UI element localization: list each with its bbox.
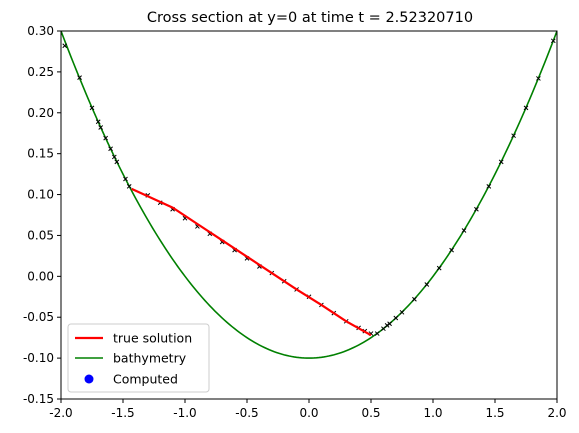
computed-marker — [550, 38, 556, 44]
computed-marker — [111, 154, 117, 160]
computed-marker — [387, 321, 392, 327]
computed-marker — [399, 309, 405, 315]
legend-label-true-solution: true solution — [113, 331, 192, 346]
computed-marker — [498, 159, 504, 165]
computed-marker — [98, 125, 104, 130]
computed-marker — [77, 75, 82, 80]
y-tick-label: -0.15 — [23, 392, 54, 406]
x-tick-label: -1.5 — [111, 406, 134, 420]
computed-marker — [103, 135, 108, 141]
computed-marker — [523, 105, 529, 111]
y-tick-label: 0.10 — [27, 188, 54, 202]
computed-marker — [436, 265, 442, 271]
y-tick-label: 0.15 — [27, 147, 54, 161]
legend-box — [67, 323, 210, 393]
plot-clipped — [61, 31, 557, 359]
computed-marker — [95, 119, 101, 125]
y-tick-label: 0.25 — [27, 65, 54, 79]
y-tick-label: 0.20 — [27, 106, 54, 120]
x-tick-label: 0.5 — [361, 406, 380, 420]
y-tick-label: -0.10 — [23, 351, 54, 365]
series-line-bathymetry — [61, 31, 557, 359]
computed-marker — [374, 331, 380, 336]
y-tick-label: 0.05 — [27, 228, 54, 242]
computed-marker — [108, 146, 113, 152]
legend-label-computed: Computed — [113, 372, 178, 387]
computed-marker — [424, 282, 430, 287]
axes: -2.0 -1.5 -1.0 -0.5 0.0 0.5 1.0 1.5 2.0 -0.15 -0.1… — [23, 24, 567, 420]
computed-marker — [89, 105, 95, 111]
series-line-true-solution — [131, 187, 372, 337]
computed-marker — [123, 176, 128, 182]
computed-marker — [536, 76, 541, 81]
computed-marker — [126, 184, 132, 189]
computed-marker — [461, 228, 467, 233]
x-tick-label: -1.0 — [173, 406, 196, 420]
x-tick-label: -0.5 — [235, 406, 258, 420]
computed-marker — [62, 43, 68, 49]
computed-marker — [474, 206, 479, 212]
computed-marker — [449, 247, 454, 253]
x-tick-label: 2.0 — [547, 406, 566, 420]
computed-marker — [114, 159, 120, 165]
legend-swatch-computed — [84, 374, 94, 384]
computed-marker — [511, 133, 516, 139]
computed-marker — [412, 296, 417, 302]
x-tick-label: 0.0 — [299, 406, 318, 420]
chart-title: Cross section at y=0 at time t = 2.52320… — [147, 10, 473, 26]
x-tick-label: 1.5 — [485, 406, 504, 420]
plot-area — [61, 31, 557, 359]
y-tick-label: 0.30 — [27, 24, 54, 38]
legend-label-bathymetry: bathymetry — [113, 351, 187, 366]
computed-marker — [486, 184, 492, 189]
y-tick-label: -0.05 — [23, 310, 54, 324]
legend: true solution bathymetry Computed — [67, 323, 210, 393]
computed-marker — [381, 326, 386, 332]
computed-marker — [393, 315, 399, 321]
computed-marker — [384, 323, 390, 328]
x-tick-label: -2.0 — [49, 406, 72, 420]
y-tick-label: 0.00 — [27, 269, 54, 283]
x-tick-label: 1.0 — [423, 406, 442, 420]
